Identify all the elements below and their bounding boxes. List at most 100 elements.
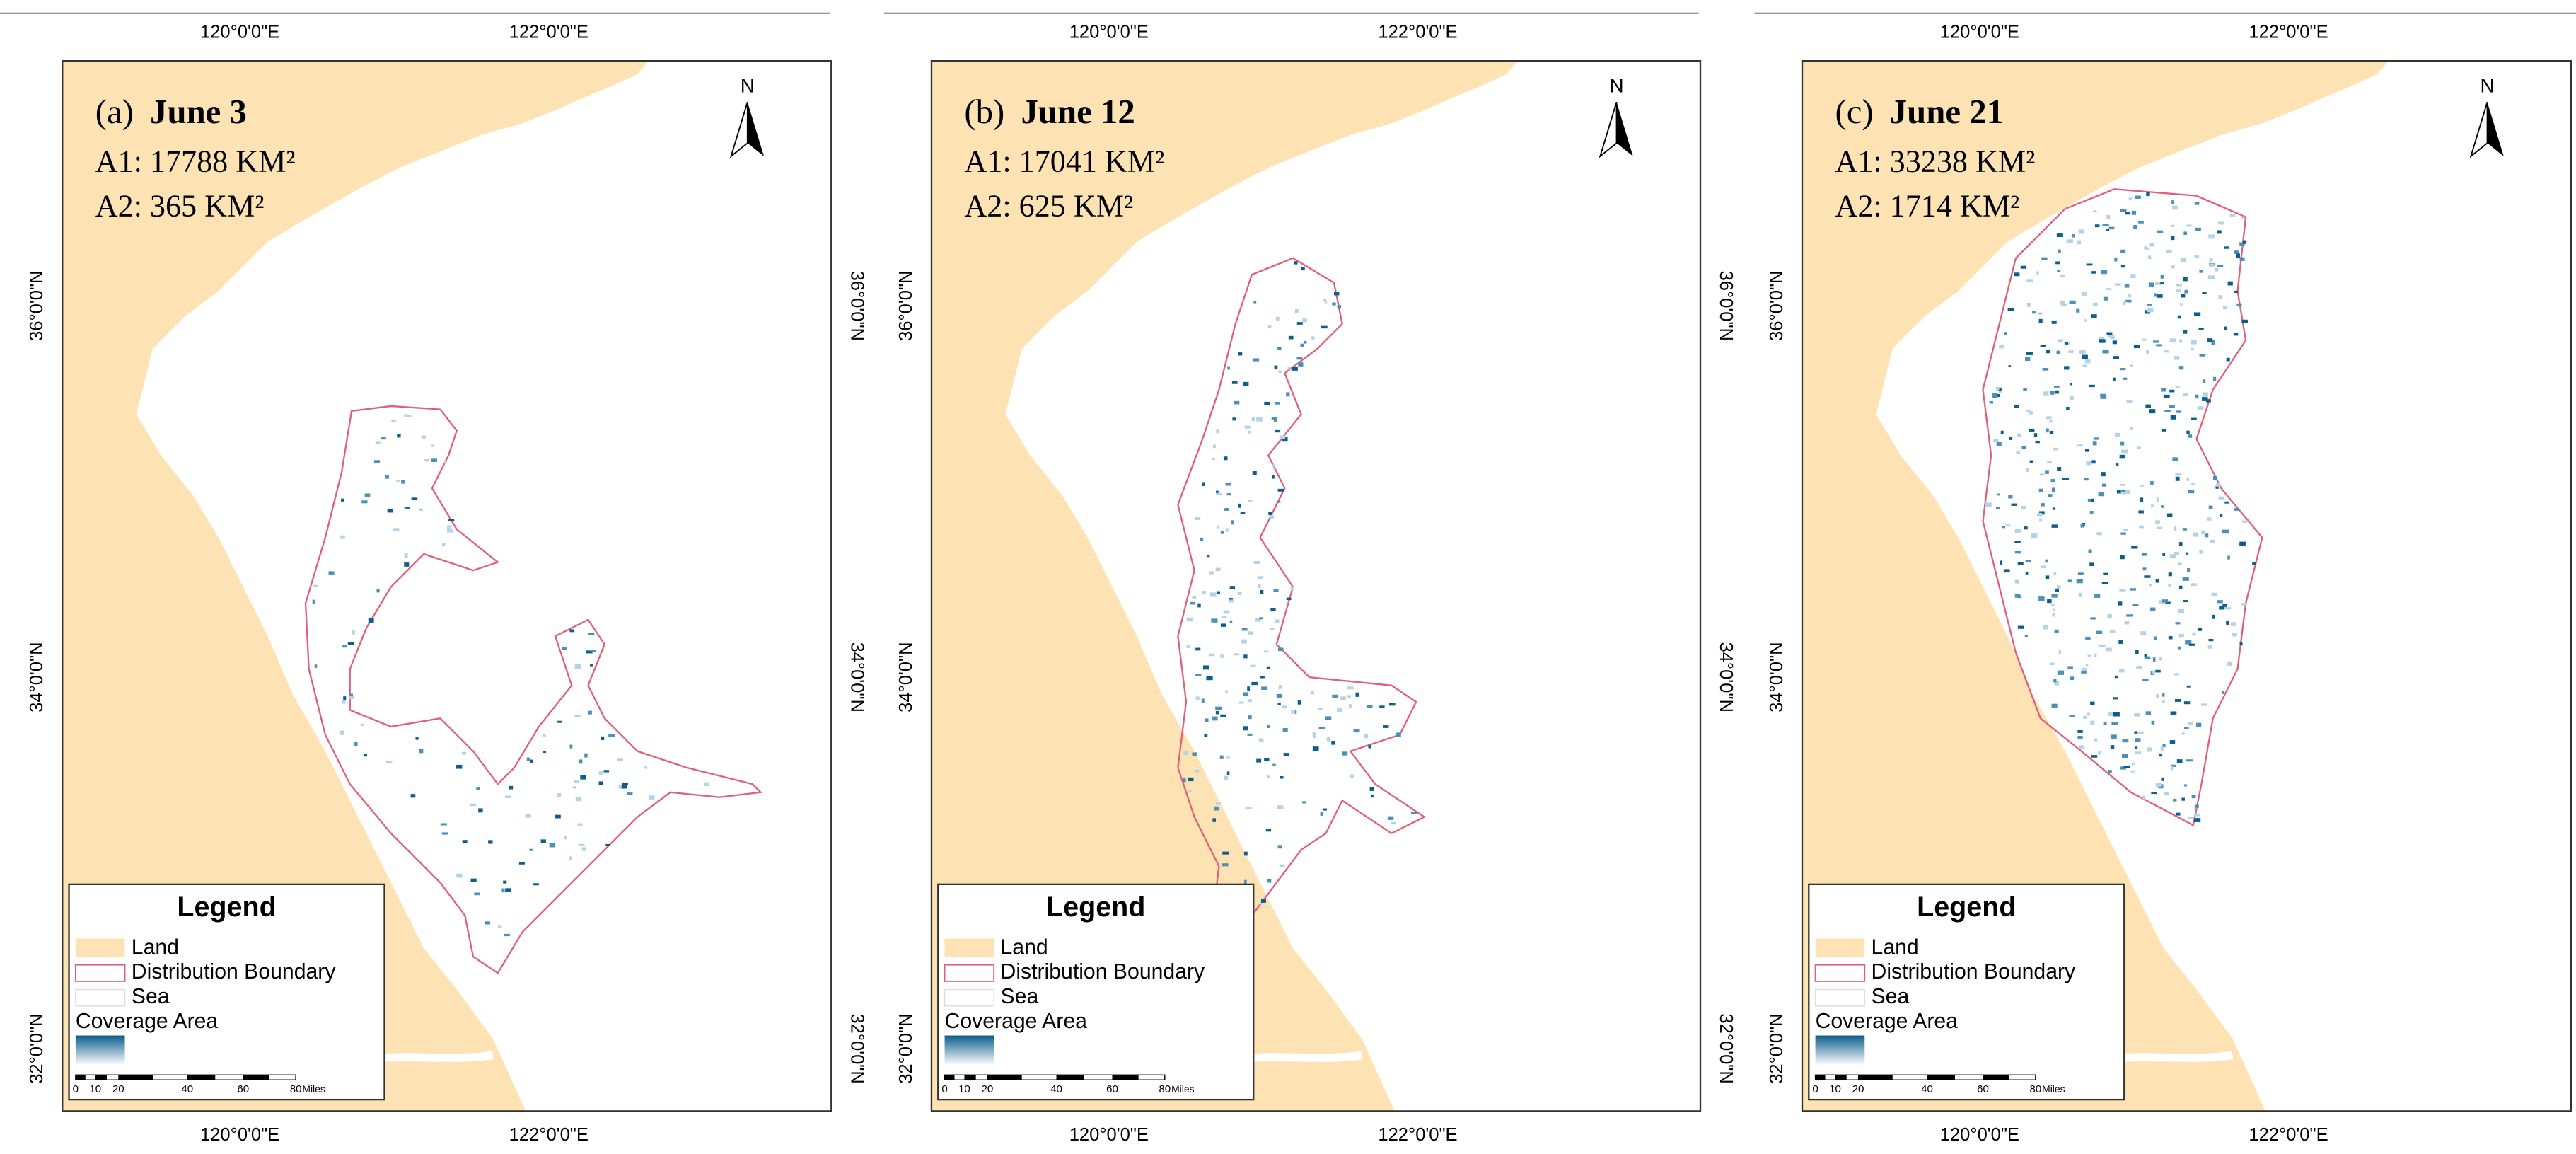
coverage-pixel	[2024, 635, 2028, 637]
panel-date: June 12	[1021, 93, 1135, 131]
legend-item: Land	[1001, 935, 1048, 959]
coverage-pixel	[2227, 281, 2233, 286]
coverage-pixel	[2118, 601, 2123, 606]
y-coordinate-label: 34°0'0"N	[896, 642, 916, 712]
coverage-pixel	[2087, 654, 2092, 657]
coverage-pixel	[342, 700, 346, 704]
coverage-pixel	[2175, 476, 2180, 481]
coverage-pixel	[2058, 249, 2061, 253]
y-coordinate-label: 32°0'0"N	[847, 1013, 866, 1083]
coverage-pixel	[381, 437, 386, 440]
coverage-pixel	[2222, 606, 2226, 610]
coverage-pixel	[1247, 686, 1250, 691]
coverage-pixel	[1396, 732, 1401, 737]
coverage-pixel	[2176, 812, 2181, 816]
coverage-pixel	[1311, 336, 1315, 340]
coverage-pixel	[2078, 745, 2084, 749]
coverage-pixel	[2209, 258, 2213, 262]
coverage-pixel	[2199, 354, 2206, 357]
coverage-pixel	[649, 795, 655, 800]
coverage-pixel	[2064, 342, 2068, 345]
coverage-pixel	[2091, 498, 2094, 502]
coverage-pixel	[584, 753, 588, 758]
coverage-pixel	[2181, 797, 2185, 801]
coverage-pixel	[1253, 560, 1260, 564]
coverage-pixel	[2077, 735, 2083, 739]
coverage-pixel	[419, 508, 423, 512]
legend-swatch	[944, 938, 994, 957]
coverage-pixel	[2241, 520, 2248, 523]
coverage-pixel	[626, 792, 633, 795]
coverage-pixel	[2101, 582, 2108, 584]
coverage-pixel	[1215, 567, 1221, 572]
coverage-pixel	[1267, 725, 1270, 729]
coverage-pixel	[2161, 504, 2164, 508]
coverage-pixel	[2171, 764, 2176, 767]
scale-unit: Miles	[1171, 1083, 1195, 1095]
coverage-pixel	[2052, 507, 2056, 510]
coverage-pixel	[2206, 399, 2211, 403]
coverage-pixel	[2078, 229, 2084, 234]
coverage-pixel	[2021, 505, 2026, 509]
coverage-pixel	[2205, 533, 2209, 538]
coverage-pixel	[2047, 461, 2052, 464]
coverage-pixel	[2014, 529, 2021, 533]
coverage-pixel	[2188, 643, 2195, 646]
coverage-pixel	[2014, 541, 2021, 543]
coverage-pixel	[2070, 383, 2073, 386]
coverage-pixel	[1318, 707, 1323, 711]
coverage-pixel	[431, 444, 434, 447]
coverage-pixel	[2014, 579, 2019, 584]
coverage-pixel	[530, 759, 533, 763]
coverage-pixel	[2169, 405, 2175, 408]
coverage-pixel	[2196, 722, 2202, 727]
coverage-pixel	[2038, 318, 2043, 323]
coverage-pixel	[2029, 460, 2033, 463]
coverage-pixel	[644, 766, 648, 769]
coverage-pixel	[2031, 311, 2036, 314]
coverage-pixel	[518, 862, 525, 865]
coverage-pixel	[2190, 483, 2195, 485]
coverage-pixel	[1294, 308, 1299, 313]
coverage-pixel	[2175, 622, 2181, 625]
coverage-pixel	[2191, 417, 2197, 420]
coverage-pixel	[2154, 636, 2157, 640]
coverage-pixel	[2014, 550, 2021, 554]
coverage-pixel	[2191, 583, 2197, 587]
coverage-pixel	[1248, 500, 1253, 502]
coverage-pixel	[1223, 456, 1228, 461]
coverage-pixel	[557, 793, 562, 797]
coverage-pixel	[2005, 524, 2011, 527]
coverage-pixel	[1252, 471, 1257, 475]
coverage-pixel	[2055, 588, 2060, 593]
north-arrow	[2487, 102, 2504, 156]
coverage-pixel	[2182, 528, 2187, 531]
coverage-pixel	[2138, 525, 2144, 529]
map-panel: 120°0'0"E 120°0'0"E 122°0'0"E 122°0'0"E 36°0…	[896, 22, 1736, 1145]
coverage-pixel	[2162, 744, 2166, 748]
area-a2: A2: 365 KM²	[95, 188, 265, 223]
coverage-pixel	[393, 528, 400, 532]
coverage-pixel	[1212, 457, 1215, 461]
coverage-pixel	[478, 808, 483, 813]
area-a1: A1: 17788 KM²	[95, 144, 296, 179]
coverage-pixel	[2195, 227, 2201, 231]
legend-swatch	[75, 988, 126, 1007]
coverage-pixel	[1221, 616, 1227, 618]
coverage-pixel	[2147, 308, 2154, 313]
coverage-pixel	[1206, 676, 1213, 681]
legend-item: Land	[132, 935, 179, 959]
coverage-pixel	[1183, 750, 1188, 755]
coverage-pixel	[2110, 734, 2117, 739]
coverage-pixel	[2183, 330, 2188, 334]
coverage-pixel	[2131, 210, 2137, 215]
coverage-pixel	[340, 730, 344, 735]
scale-bar-segment	[75, 1075, 86, 1080]
coverage-pixel	[313, 584, 318, 587]
coverage-pixel	[1215, 802, 1221, 805]
coverage-pixel	[2212, 475, 2217, 480]
coverage-pixel	[2120, 249, 2126, 254]
coverage-pixel	[1243, 381, 1249, 386]
coverage-pixel	[2172, 457, 2178, 461]
coverage-pixel	[2140, 484, 2144, 487]
